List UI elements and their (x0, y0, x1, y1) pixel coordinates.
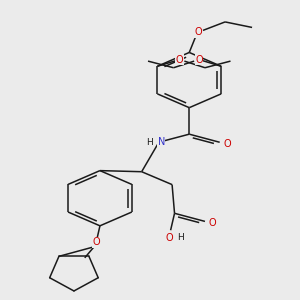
Text: O: O (176, 55, 183, 64)
Text: O: O (92, 237, 100, 248)
Text: O: O (208, 218, 216, 228)
Text: O: O (166, 232, 173, 243)
Text: H: H (146, 138, 153, 147)
Text: O: O (223, 139, 231, 149)
Text: O: O (194, 27, 202, 37)
Text: H: H (177, 233, 184, 242)
Text: O: O (195, 55, 203, 64)
Text: N: N (158, 137, 165, 147)
